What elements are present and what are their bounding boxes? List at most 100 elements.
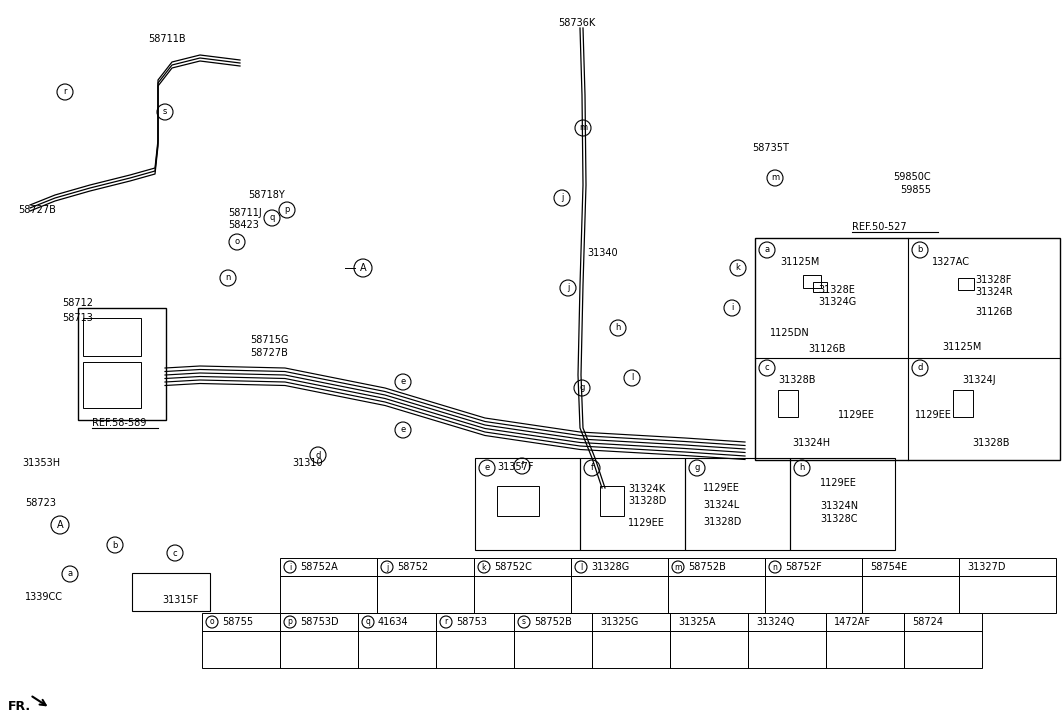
Bar	[475, 458, 580, 550]
Text: 31315F: 31315F	[162, 595, 199, 605]
Bar	[778, 390, 798, 417]
Text: 31328D: 31328D	[703, 517, 741, 527]
Text: p: p	[288, 617, 292, 627]
Text: 58718Y: 58718Y	[248, 190, 285, 200]
Text: f: f	[521, 462, 523, 470]
Text: s: s	[522, 617, 526, 627]
Bar	[571, 576, 668, 613]
Text: 1339CC: 1339CC	[26, 592, 63, 602]
Bar	[755, 238, 1060, 460]
Text: 1327AC: 1327AC	[932, 257, 971, 267]
Text: e: e	[485, 464, 490, 473]
Bar	[571, 558, 668, 576]
Bar	[358, 631, 436, 668]
Text: r: r	[444, 617, 448, 627]
Bar	[592, 613, 670, 631]
Bar	[132, 573, 210, 611]
Text: 31125M: 31125M	[942, 342, 981, 352]
Bar	[958, 278, 974, 290]
Text: d: d	[316, 451, 321, 459]
Text: 31328F: 31328F	[975, 275, 1011, 285]
Bar	[377, 576, 474, 613]
Text: 31324N: 31324N	[820, 501, 858, 511]
Text: 31126B: 31126B	[808, 344, 845, 354]
Text: n: n	[773, 563, 777, 571]
Bar	[202, 613, 280, 631]
Text: REF.50-527: REF.50-527	[853, 222, 907, 232]
Text: 58753: 58753	[456, 617, 487, 627]
Bar	[803, 275, 821, 288]
Text: g: g	[694, 464, 699, 473]
Bar	[514, 613, 592, 631]
Text: 58752C: 58752C	[494, 562, 532, 572]
Text: 41634: 41634	[378, 617, 408, 627]
Text: 31324J: 31324J	[962, 375, 996, 385]
Text: h: h	[799, 464, 805, 473]
Text: a: a	[67, 569, 72, 579]
Text: 31328E: 31328E	[819, 285, 855, 295]
Text: m: m	[579, 124, 587, 132]
Text: 58752F: 58752F	[784, 562, 822, 572]
Bar	[959, 558, 1056, 576]
Bar	[280, 613, 358, 631]
Text: 58711B: 58711B	[148, 34, 186, 44]
Bar	[280, 558, 377, 576]
Text: 31353H: 31353H	[22, 458, 61, 468]
Bar	[862, 576, 959, 613]
Text: h: h	[615, 324, 621, 332]
Bar	[670, 613, 748, 631]
Text: 31328D: 31328D	[628, 496, 667, 506]
Text: 31126B: 31126B	[975, 307, 1012, 317]
Text: i: i	[731, 303, 733, 313]
Text: A: A	[359, 263, 367, 273]
Text: a: a	[764, 246, 770, 254]
Text: 58727B: 58727B	[250, 348, 288, 358]
Text: q: q	[269, 214, 274, 222]
Text: 59850C: 59850C	[893, 172, 930, 182]
Text: o: o	[209, 617, 215, 627]
Bar	[748, 631, 826, 668]
Bar	[202, 631, 280, 668]
Text: 1472AF: 1472AF	[834, 617, 871, 627]
Text: f: f	[591, 464, 593, 473]
Bar	[514, 631, 592, 668]
Text: 58711J: 58711J	[227, 208, 261, 218]
Bar	[954, 390, 973, 417]
Bar	[280, 576, 377, 613]
Text: 58736K: 58736K	[558, 18, 595, 28]
Text: e: e	[401, 377, 406, 387]
Bar	[474, 576, 571, 613]
Text: k: k	[736, 263, 741, 273]
Bar	[670, 631, 748, 668]
Text: k: k	[482, 563, 486, 571]
Text: 31325G: 31325G	[600, 617, 639, 627]
Text: 58715G: 58715G	[250, 335, 288, 345]
Bar	[813, 282, 827, 292]
Text: n: n	[225, 273, 231, 283]
Text: 58753D: 58753D	[300, 617, 339, 627]
Bar	[474, 558, 571, 576]
Bar	[826, 631, 904, 668]
Bar	[904, 631, 982, 668]
Text: 1129EE: 1129EE	[915, 410, 951, 420]
Bar	[592, 631, 670, 668]
Bar	[280, 631, 358, 668]
Text: 1125DN: 1125DN	[770, 328, 810, 338]
Text: 58712: 58712	[62, 298, 92, 308]
Text: 31324R: 31324R	[975, 287, 1013, 297]
Text: A: A	[56, 520, 64, 530]
Text: g: g	[579, 384, 585, 393]
Text: 31327D: 31327D	[967, 562, 1006, 572]
Bar	[959, 576, 1056, 613]
Bar	[685, 458, 790, 550]
Text: 31324L: 31324L	[703, 500, 739, 510]
Text: 31328C: 31328C	[820, 514, 858, 524]
Text: r: r	[64, 87, 67, 97]
Text: 31324Q: 31324Q	[756, 617, 794, 627]
Text: l: l	[630, 374, 634, 382]
Text: m: m	[771, 174, 779, 182]
Text: p: p	[284, 206, 290, 214]
Text: m: m	[674, 563, 681, 571]
Text: b: b	[917, 246, 923, 254]
Bar	[436, 613, 514, 631]
